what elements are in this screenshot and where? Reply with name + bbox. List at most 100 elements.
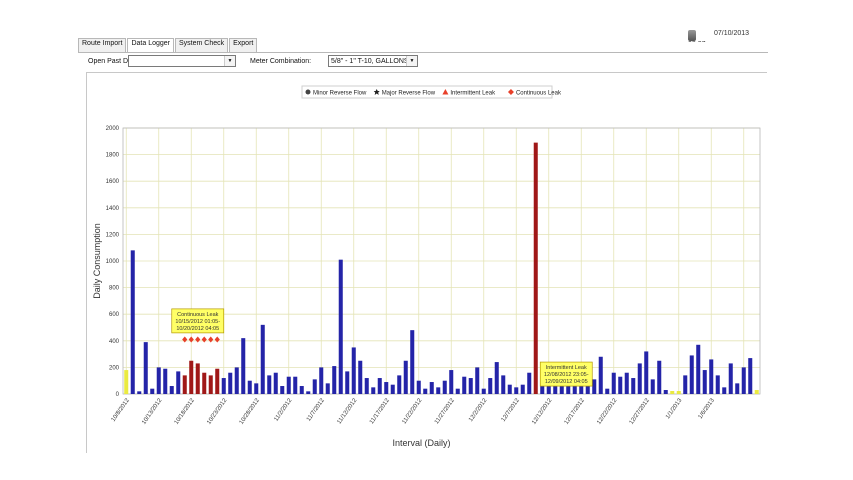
bar [345,371,350,394]
meter-combination-select[interactable]: 5/8" - 1" T-10, GALLONS ▼ [328,55,418,67]
x-axis-title: Interval (Daily) [392,438,450,448]
open-past-dl-select[interactable]: ▼ [128,55,236,67]
bar [332,366,337,394]
annotation-text: 12/08/2012 23:05- [544,372,589,378]
tab-strip: Route Import Data Logger System Check Ex… [78,38,258,52]
bar [358,360,363,394]
bar [410,330,415,394]
y-tick-label: 400 [109,339,120,345]
bar [605,388,610,394]
bar [293,376,298,394]
bar [436,387,441,394]
y-tick-label: 200 [109,365,120,371]
bar [728,363,733,394]
bar [611,372,616,394]
x-tick-label: 12/22/2012 [596,397,619,426]
chevron-down-icon[interactable]: ▼ [224,56,235,66]
y-tick-label: 600 [109,312,120,318]
bar [423,388,428,394]
bar [124,370,129,394]
bar [338,259,343,394]
bar [299,386,304,394]
daily-consumption-chart: Minor Reverse Flow Major Reverse Flow Inte… [92,85,761,448]
meter-combination-value: 5/8" - 1" T-10, GALLONS [331,58,409,65]
bar [748,358,753,394]
annotation-text: 10/15/2012 01:05- [175,319,220,325]
legend-circle-icon [305,89,311,95]
bar [572,379,577,394]
database-icon [688,30,696,41]
plot-area [122,127,761,395]
chart-legend: Minor Reverse Flow Major Reverse Flow Inte… [301,85,562,99]
bar [618,376,623,394]
bar [527,372,532,394]
bar [195,363,200,394]
bar [273,372,278,394]
continuous-leak-diamond-icon [182,336,188,343]
y-tick-label: 1600 [106,179,120,185]
chevron-down-icon[interactable]: ▼ [406,56,417,66]
bar [280,386,285,394]
y-tick-label: 0 [116,392,120,398]
tab-export[interactable]: Export [229,38,258,52]
bar [468,378,473,394]
bar [143,342,148,394]
bar [397,375,402,394]
bar [202,372,207,394]
bar [247,380,252,394]
bar [657,360,662,394]
bar [735,383,740,394]
legend-label: Major Reverse Flow [382,90,436,96]
tab-data-logger[interactable]: Data Logger [127,38,174,52]
x-tick-label: 12/2/2012 [468,397,489,423]
bar [455,388,460,394]
bar [520,384,525,394]
bar [312,379,317,394]
bar [715,375,720,394]
bar [254,383,259,394]
x-tick-label: 12/27/2012 [629,397,652,426]
annotation-text: Intermittent Leak [546,365,587,371]
bar [416,380,421,394]
x-tick-label: 11/7/2012 [306,397,326,422]
bar [371,387,376,394]
annotation-box [171,308,225,334]
bar [592,379,597,394]
bar [351,347,356,394]
toolbar: Open Past DL: ▼ Meter Combination: 5/8" … [78,54,768,72]
y-tick-label: 1800 [106,153,120,159]
bar [228,372,233,394]
tab-system-check[interactable]: System Check [175,38,229,52]
bar [559,379,564,394]
x-tick-label: 11/17/2012 [369,397,391,425]
bar [676,391,681,394]
bar [384,382,389,394]
bar [481,388,486,394]
bar [403,360,408,394]
bar [709,359,714,394]
bar [501,375,506,394]
legend-star-icon [373,89,380,95]
x-tick-label: 10/23/2012 [206,397,229,426]
bar [215,368,220,394]
bar [319,367,324,394]
annotation-text: Continuous Leak [177,312,219,318]
bar [130,250,135,394]
gridlines [122,127,761,395]
meter-combination-label: Meter Combination: [250,58,312,65]
tab-route-import[interactable]: Route Import [78,38,127,52]
x-tick-label: 11/12/2012 [336,397,358,425]
bar [650,379,655,394]
y-tick-label: 1400 [106,206,120,212]
continuous-leak-diamond-icon [195,336,201,343]
bar [741,367,746,394]
top-right-status: 07/10/2013 08:37 [688,30,768,42]
continuous-leak-markers [182,336,220,343]
x-tick-label: 10/18/2012 [174,397,197,426]
chart-panel: Minor Reverse Flow Major Reverse Flow Inte… [86,72,767,453]
bar [644,351,649,394]
annotation-text: 10/20/2012 04:05 [176,326,219,332]
continuous-leak-diamond-icon [214,336,220,343]
x-tick-label: 12/17/2012 [564,397,587,426]
